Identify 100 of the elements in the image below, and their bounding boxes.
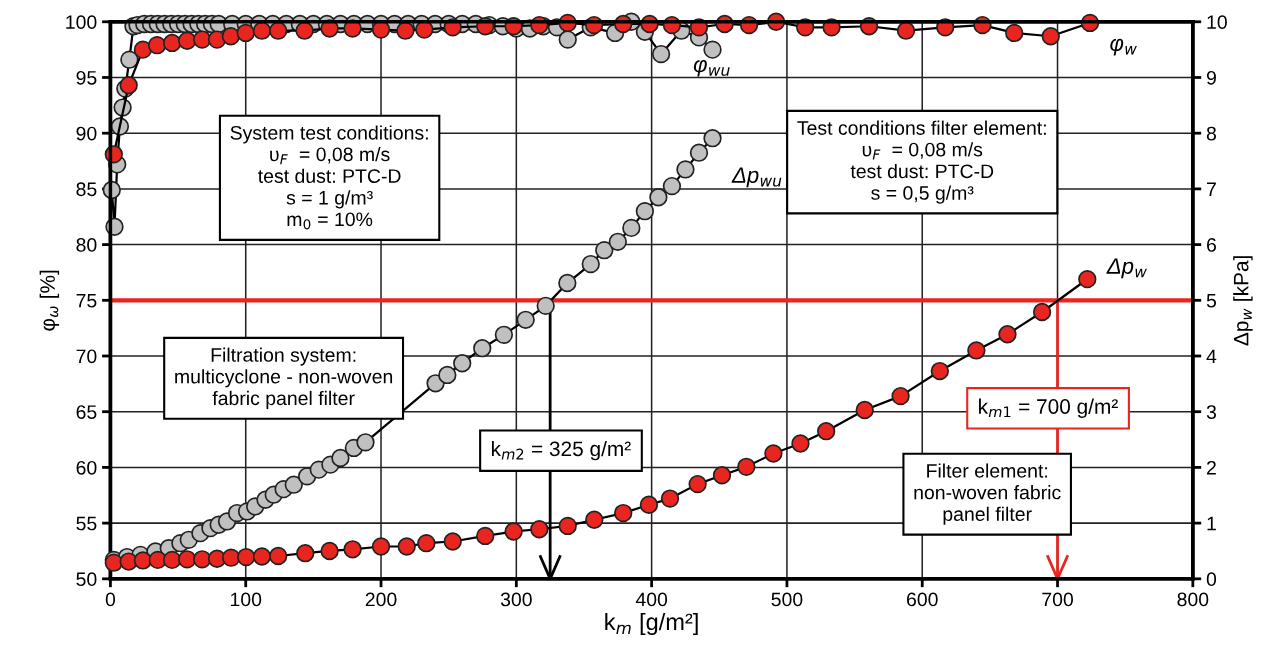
point xyxy=(595,240,614,260)
text: System test conditions: υ$_{F}$ = 0,08 m/s test dust: PTC-D s = 1 g/m³ m$_{0}$ = 10% xyxy=(230,125,428,230)
point xyxy=(177,31,197,50)
point xyxy=(649,188,668,207)
point xyxy=(397,537,416,556)
x-tick-label: 300 xyxy=(500,592,532,607)
y2-tick-label: 9 xyxy=(1206,70,1216,85)
series-label: Δp$_{w}$ xyxy=(1106,258,1147,279)
annotation: Test conditions filter element: υ$_{F}$ = 0,08 m/s test dust: PTC-D s = 0,5 g/m³ xyxy=(797,120,1046,204)
point xyxy=(320,541,339,561)
y-tick-label: 55 xyxy=(76,516,97,531)
point xyxy=(371,537,391,556)
y2-tick-label: 2 xyxy=(1207,460,1216,475)
point xyxy=(473,339,492,358)
point xyxy=(236,547,256,567)
point xyxy=(269,546,288,566)
point xyxy=(133,551,153,570)
point xyxy=(703,129,722,148)
y-tick-label: 90 xyxy=(76,126,97,141)
point xyxy=(855,400,874,420)
point xyxy=(558,30,577,49)
point xyxy=(443,532,462,551)
annotation: Filtration system: multicyclone - non-woven fabric panel filter xyxy=(175,347,393,409)
y2-tick-label: 4 xyxy=(1206,349,1217,364)
y2-tick-label: 1 xyxy=(1207,516,1216,531)
point xyxy=(608,232,627,251)
point xyxy=(295,21,314,40)
point xyxy=(676,160,695,179)
point xyxy=(494,325,514,345)
point xyxy=(1041,27,1060,46)
point xyxy=(660,489,680,508)
point xyxy=(296,544,315,563)
point xyxy=(891,386,910,406)
series-label: φ$_{wu}$ xyxy=(693,59,730,77)
point xyxy=(396,21,415,40)
point xyxy=(476,526,495,546)
y2-axis-title: Δp$_{w}$ [kPa] xyxy=(1233,256,1253,346)
y-tick-label: 100 xyxy=(66,15,97,30)
point xyxy=(712,466,732,485)
point xyxy=(1032,302,1052,322)
point xyxy=(635,202,655,221)
point xyxy=(284,475,303,494)
point xyxy=(896,21,916,40)
point xyxy=(703,40,722,59)
y-tick-label: 75 xyxy=(76,293,97,308)
point xyxy=(536,296,555,316)
y2-tick-label: 5 xyxy=(1206,293,1217,308)
y-tick-label: 70 xyxy=(76,349,97,364)
point xyxy=(585,510,604,529)
y-tick-label: 85 xyxy=(76,182,97,197)
point xyxy=(147,36,167,55)
point xyxy=(791,434,810,453)
point xyxy=(622,218,641,238)
y2-tick-label: 7 xyxy=(1207,182,1216,196)
point xyxy=(930,361,949,381)
point xyxy=(1078,269,1097,289)
y-tick-label: 50 xyxy=(76,572,97,587)
point xyxy=(162,33,182,53)
x-tick-label: 100 xyxy=(230,592,262,607)
y2-tick-label: 0 xyxy=(1206,572,1217,587)
x-tick-label: 200 xyxy=(365,592,397,607)
series-label: φ$_{w}$ xyxy=(1110,38,1137,56)
point xyxy=(651,44,671,64)
point xyxy=(558,516,577,536)
x-tick-label: 700 xyxy=(1042,592,1073,607)
point xyxy=(343,540,362,559)
point xyxy=(639,495,659,514)
point xyxy=(162,550,182,570)
x-tick-label: 400 xyxy=(635,592,668,607)
ref-line-label: k$_{m2}$ = 325 g/m² xyxy=(491,440,631,461)
annotation: Filter element: non-woven fabric panel filter xyxy=(914,463,1061,525)
point xyxy=(504,522,523,541)
y-tick-label: 95 xyxy=(76,70,97,85)
point xyxy=(221,548,241,567)
y2-tick-label: 3 xyxy=(1206,405,1216,419)
y-tick-label: 60 xyxy=(76,460,97,475)
point xyxy=(998,325,1017,344)
point xyxy=(356,433,375,452)
y2-tick-label: 8 xyxy=(1206,126,1216,141)
point xyxy=(967,341,986,360)
point xyxy=(530,520,549,539)
x-axis-title: k$_{m}$ [g/m²] xyxy=(605,612,698,635)
point xyxy=(269,21,288,40)
series-label: Δp$_{wu}$ xyxy=(731,167,782,188)
point xyxy=(252,547,272,566)
y-axis-title: φ$_{ω}$ [%] xyxy=(39,270,60,331)
point xyxy=(689,143,709,162)
point xyxy=(438,365,457,385)
x-tick-label: 600 xyxy=(907,592,938,607)
point xyxy=(1005,23,1024,43)
point xyxy=(662,176,682,196)
point xyxy=(120,50,139,69)
point xyxy=(221,27,241,46)
point xyxy=(817,422,836,441)
point xyxy=(417,534,436,553)
point xyxy=(453,354,472,373)
x-tick-label: 500 xyxy=(771,592,803,607)
y-tick-label: 80 xyxy=(76,238,97,252)
point xyxy=(331,448,350,468)
point xyxy=(516,310,535,329)
